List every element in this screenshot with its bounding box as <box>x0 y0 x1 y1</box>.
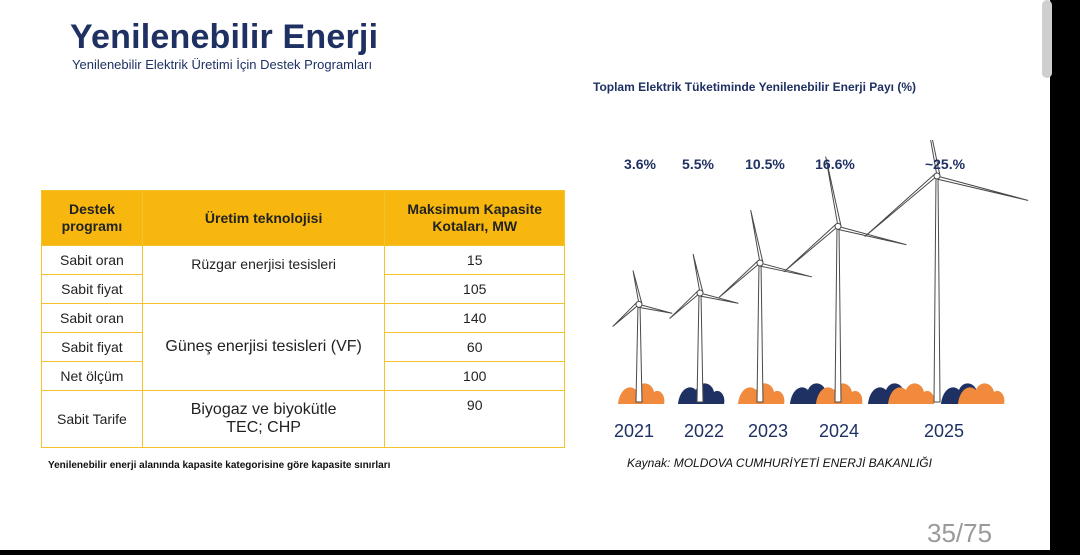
capacity-cell: 100 <box>384 361 565 391</box>
turbine-tower <box>635 303 643 403</box>
turbine-blade <box>783 223 839 273</box>
table-note: Yenilenebilir enerji alanında kapasite k… <box>48 460 391 471</box>
chart-title: Toplam Elektrik Tüketiminde Yenilenebili… <box>593 80 916 94</box>
program-cell: Sabit fiyat <box>41 332 143 362</box>
turbine-hub <box>834 222 842 230</box>
scroll-thumb[interactable] <box>1042 0 1052 78</box>
bush-shape <box>958 383 1005 404</box>
program-cell: Sabit fiyat <box>41 274 143 304</box>
turbine-blade <box>935 175 1029 201</box>
header-program: Destek programı <box>41 190 143 246</box>
value-label: 16.6% <box>815 156 855 172</box>
header-technology: Üretim teknolojisi <box>141 190 386 246</box>
table-row: Sabit fiyat 105 <box>41 274 565 304</box>
program-cell: Sabit oran <box>41 245 143 275</box>
turbine-blade <box>637 303 673 314</box>
table-row: Sabit oran Güneş enerjisi tesisleri (VF)… <box>41 303 565 391</box>
table-row: Sabit fiyat 60 <box>41 332 565 362</box>
x-tick-label: 2024 <box>819 421 859 441</box>
turbine-blade <box>836 225 907 246</box>
technology-cell: Güneş enerjisi tesisleri (VF) <box>141 303 386 391</box>
program-cell: Sabit oran <box>41 303 143 333</box>
support-programs-table: Destek programı Üretim teknolojisi Maksi… <box>41 190 565 448</box>
turbine-hub <box>696 289 704 297</box>
turbine-blade <box>612 301 640 327</box>
bush-shape <box>888 383 935 404</box>
turbine-hub <box>756 259 764 267</box>
page-number: 35/75 <box>927 518 993 548</box>
source-note: Kaynak: MOLDOVA CUMHURİYETİ ENERJİ BAKAN… <box>627 456 932 470</box>
turbine-blade <box>750 209 764 264</box>
capacity-cell: 105 <box>384 274 565 304</box>
turbine-blade <box>632 270 643 305</box>
x-tick-label: 2021 <box>614 421 654 441</box>
technology-cell: Biyogaz ve biyokütle TEC; CHP <box>141 390 386 448</box>
scrollbar[interactable] <box>1050 0 1080 555</box>
turbine-tower <box>834 225 842 403</box>
page-subtitle: Yenilenebilir Elektrik Üretimi İçin Dest… <box>72 57 373 72</box>
header-capacity: Maksimum Kapasite Kotaları, MW <box>384 190 565 246</box>
slide: Yenilenebilir Enerji Yenilenebilir Elekt… <box>0 0 1050 550</box>
turbine-blade <box>718 260 761 298</box>
table-row: Sabit Tarife Biyogaz ve biyokütle TEC; C… <box>41 390 565 448</box>
program-cell: Sabit Tarife <box>41 390 143 448</box>
turbine-hub <box>635 300 643 308</box>
table-header-row: Destek programı Üretim teknolojisi Maksi… <box>41 190 565 246</box>
capacity-cell: 60 <box>384 332 565 362</box>
x-tick-label: 2025 <box>924 421 964 441</box>
capacity-cell: 15 <box>384 245 565 275</box>
turbine-tower <box>696 292 704 403</box>
x-tick-label: 2023 <box>748 421 788 441</box>
program-cell: Net ölçüm <box>41 361 143 391</box>
turbine-blade <box>698 292 739 304</box>
technology-cell: Rüzgar enerjisi tesisleri <box>141 245 386 304</box>
turbine-blade <box>864 173 938 237</box>
x-tick-label: 2022 <box>684 421 724 441</box>
table-row: Net ölçüm 100 <box>41 361 565 391</box>
value-label: 10.5% <box>745 156 785 172</box>
value-label: 5.5% <box>682 156 714 172</box>
turbine-tower <box>933 175 941 403</box>
turbine-blade <box>692 253 704 294</box>
page-title: Yenilenebilir Enerji <box>70 18 379 56</box>
turbine-blade <box>669 290 701 319</box>
capacity-cell: 140 <box>384 303 565 333</box>
capacity-cell: 90 <box>384 390 565 448</box>
value-label: ~25.% <box>925 156 966 172</box>
wind-turbine-chart: 3.6% 2021 5.5% 2022 10.5% 2023 16.6% 2024 ~25.% 2… <box>612 140 1029 441</box>
table-row: Sabit oran Rüzgar enerjisi tesisleri 15 <box>41 245 565 304</box>
value-label: 3.6% <box>624 156 656 172</box>
turbine-tower <box>756 262 764 403</box>
turbine-hub <box>933 172 941 180</box>
